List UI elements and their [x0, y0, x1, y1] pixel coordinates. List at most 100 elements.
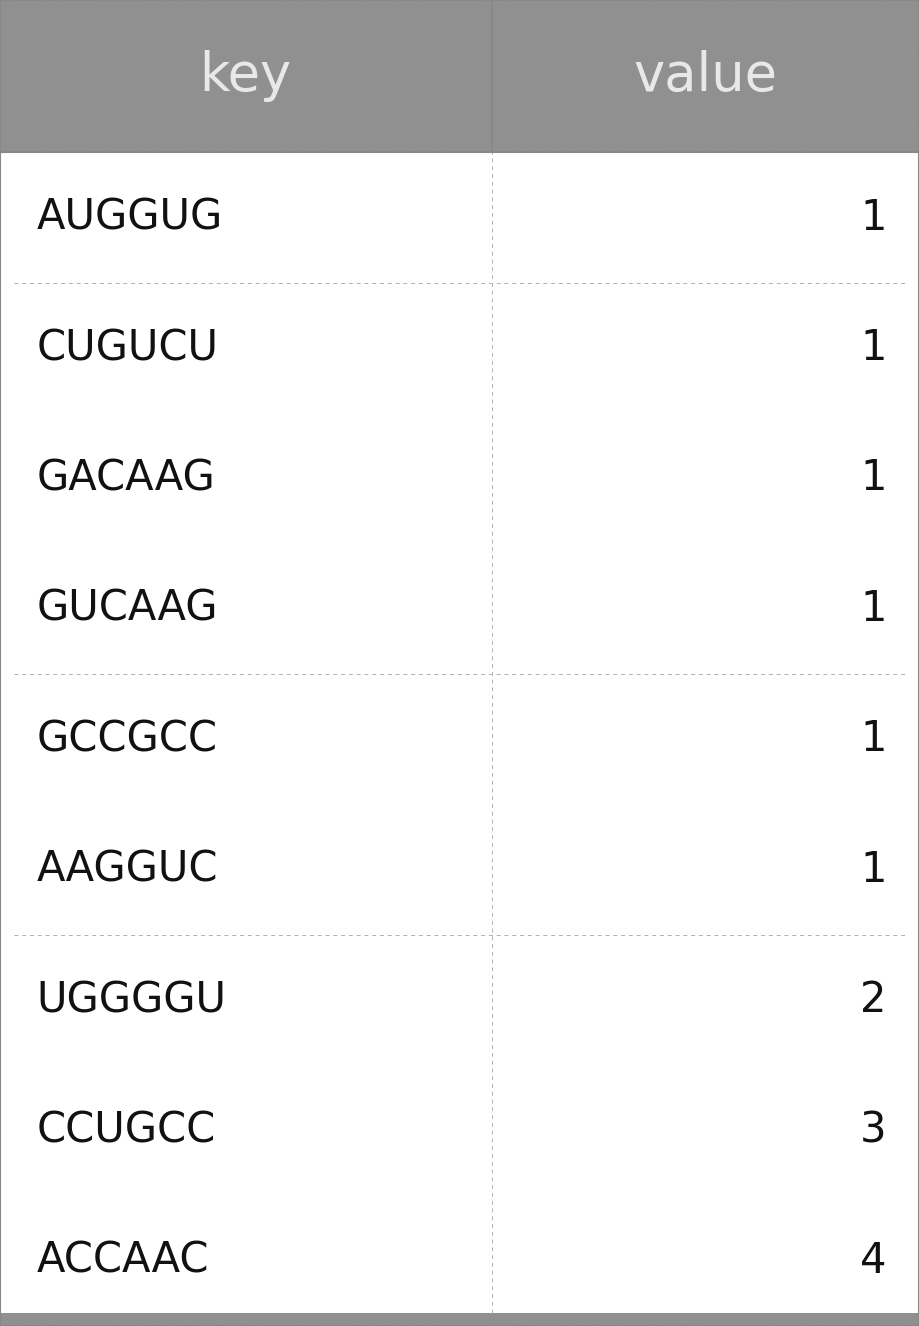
- Point: [294, 110, 309, 131]
- Point: [220, 134, 234, 155]
- Point: [494, 0, 508, 19]
- Point: [433, 0, 448, 15]
- Point: [698, 93, 713, 114]
- Point: [712, 110, 727, 131]
- Point: [900, 1311, 914, 1326]
- Point: [730, 107, 744, 129]
- Point: [41, 27, 56, 48]
- Point: [455, 0, 470, 12]
- Point: [376, 5, 391, 27]
- Point: [231, 49, 245, 70]
- Point: [668, 74, 683, 95]
- Point: [330, 129, 345, 150]
- Point: [252, 1310, 267, 1326]
- Point: [76, 20, 91, 41]
- Point: [642, 1307, 657, 1326]
- Point: [237, 1306, 252, 1326]
- Point: [279, 62, 294, 84]
- Point: [347, 53, 362, 74]
- Point: [626, 91, 641, 113]
- Point: [600, 1305, 615, 1326]
- Point: [845, 1306, 860, 1326]
- Point: [459, 0, 473, 19]
- Point: [807, 42, 822, 64]
- Point: [142, 1307, 156, 1326]
- Point: [550, 81, 565, 102]
- Point: [109, 1307, 124, 1326]
- Point: [469, 1310, 483, 1326]
- Point: [287, 121, 301, 142]
- Point: [12, 58, 27, 80]
- Point: [204, 0, 219, 16]
- Point: [804, 41, 819, 62]
- Point: [454, 1307, 469, 1326]
- Point: [789, 76, 804, 97]
- Point: [696, 1305, 710, 1326]
- Point: [747, 57, 762, 78]
- Point: [909, 1314, 919, 1326]
- Point: [544, 110, 559, 131]
- Point: [277, 1303, 291, 1325]
- Point: [648, 81, 663, 102]
- Point: [381, 40, 396, 61]
- Point: [804, 1303, 819, 1325]
- Point: [116, 1302, 130, 1323]
- Point: [895, 46, 910, 68]
- Point: [740, 1315, 754, 1326]
- Point: [366, 41, 380, 62]
- Point: [237, 34, 252, 56]
- Point: [795, 1306, 810, 1326]
- Point: [495, 111, 510, 133]
- Point: [812, 1314, 827, 1326]
- Point: [741, 1309, 755, 1326]
- Point: [800, 38, 815, 60]
- Point: [199, 134, 214, 155]
- Point: [652, 0, 667, 13]
- Point: [92, 133, 107, 154]
- Point: [836, 141, 851, 162]
- Point: [222, 138, 237, 159]
- Point: [35, 28, 50, 49]
- Point: [737, 114, 752, 135]
- Point: [611, 62, 626, 84]
- Point: [590, 34, 605, 56]
- Point: [380, 142, 394, 163]
- Point: [263, 113, 278, 134]
- Point: [883, 32, 898, 53]
- Point: [518, 141, 533, 162]
- Point: [750, 85, 765, 106]
- Point: [508, 119, 523, 141]
- Point: [289, 1310, 304, 1326]
- Point: [562, 141, 576, 162]
- Point: [329, 1311, 344, 1326]
- Point: [747, 89, 762, 110]
- Point: [181, 72, 196, 93]
- Point: [702, 25, 717, 46]
- Point: [770, 1311, 785, 1326]
- Point: [744, 1305, 759, 1326]
- Point: [836, 52, 851, 73]
- Point: [612, 37, 627, 58]
- Point: [437, 89, 451, 110]
- Point: [617, 88, 631, 109]
- Point: [298, 29, 312, 50]
- Point: [410, 138, 425, 159]
- Point: [281, 46, 296, 68]
- Point: [378, 32, 392, 53]
- Point: [745, 139, 760, 160]
- Point: [25, 20, 40, 41]
- Point: [692, 122, 707, 143]
- Point: [701, 60, 716, 81]
- Point: [5, 76, 19, 97]
- Point: [424, 1310, 438, 1326]
- Point: [136, 1305, 151, 1326]
- Point: [873, 91, 888, 113]
- Point: [17, 1315, 32, 1326]
- Point: [549, 54, 563, 76]
- Point: [350, 1315, 365, 1326]
- Point: [140, 4, 154, 25]
- Point: [490, 21, 505, 42]
- Point: [381, 28, 396, 49]
- Point: [563, 1306, 578, 1326]
- Point: [106, 141, 120, 162]
